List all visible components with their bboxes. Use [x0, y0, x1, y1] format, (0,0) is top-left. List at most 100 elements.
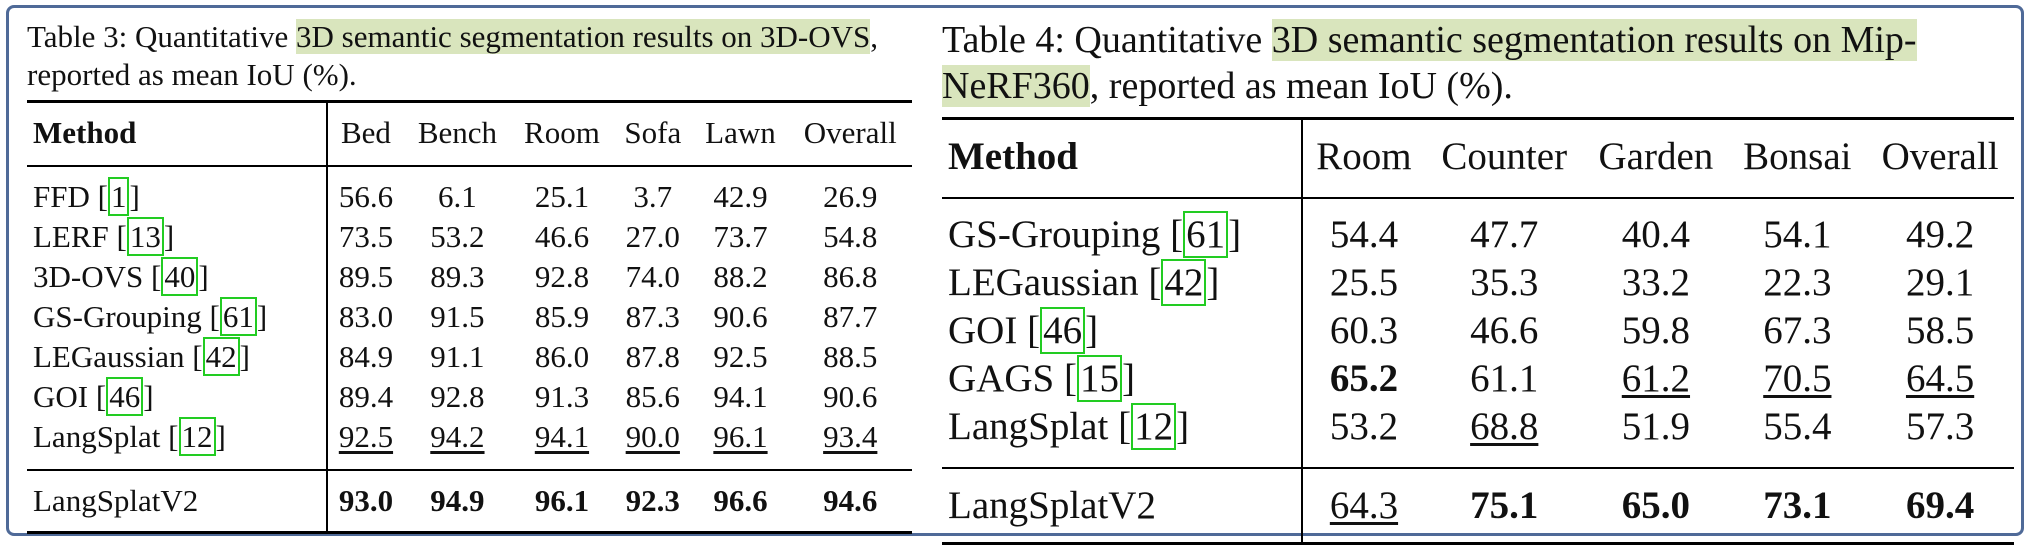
value-cell: 55.4	[1763, 405, 1832, 449]
value-cell: 26.9	[823, 178, 878, 214]
value-cell: 87.3	[625, 298, 680, 334]
value-cell-best: 93.0	[326, 468, 405, 533]
value-cell: 73.5	[338, 218, 394, 254]
figure-frame: Table 3: Quantitative 3D semantic segmen…	[6, 5, 2024, 545]
value-cell-second-best: 92.5	[338, 418, 394, 454]
value-cell: 92.8	[430, 378, 485, 414]
value-cell: 89.3	[430, 258, 485, 294]
citation-link[interactable]: 46	[106, 376, 144, 416]
value-cell: 56.6	[338, 178, 394, 214]
method-name: LangSplatV2	[942, 467, 1303, 544]
citation-link[interactable]: 61	[219, 296, 257, 336]
method-cell: LEGaussian [42]	[942, 259, 1303, 308]
value-cell: 29.1	[1905, 261, 1975, 305]
value-cell: 91.3	[534, 378, 590, 414]
table3: Method Bed Bench Room Sofa Lawn Overall …	[27, 99, 912, 534]
method-name: LEGaussian	[948, 261, 1149, 305]
table4-caption-prefix: Table 4: Quantitative	[942, 19, 1272, 61]
method-cell: LangSplat [12]	[27, 416, 328, 470]
citation-link[interactable]: 46	[1040, 307, 1086, 355]
value-cell: 87.7	[823, 298, 878, 334]
value-cell-best: 94.6	[788, 468, 912, 533]
method-name: 3D-OVS	[33, 258, 151, 294]
table3-header-cell: Lawn	[692, 101, 789, 167]
value-cell: 88.2	[713, 258, 768, 294]
method-cell: GOI [46]	[27, 376, 328, 417]
value-cell: 33.2	[1621, 261, 1691, 305]
citation-link[interactable]: 13	[126, 216, 164, 256]
citation-link[interactable]: 1	[107, 176, 130, 216]
value-cell-second-best: 96.1	[713, 418, 768, 454]
value-cell: 59.8	[1621, 309, 1691, 353]
value-cell: 35.3	[1470, 261, 1539, 305]
method-cell: LEGaussian [42]	[27, 336, 328, 377]
value-cell: 91.1	[430, 338, 485, 374]
table4-header-cell: Counter	[1425, 118, 1584, 200]
value-cell-best: 96.6	[692, 468, 789, 533]
table3-header-row: Method Bed Bench Room Sofa Lawn Overall	[27, 101, 912, 167]
value-cell-best: 75.1	[1425, 467, 1584, 544]
value-cell: 83.0	[338, 298, 394, 334]
method-name: LERF	[33, 218, 117, 254]
table3-header-cell: Sofa	[613, 101, 693, 167]
value-cell: 57.3	[1905, 405, 1975, 449]
value-cell: 61.1	[1470, 357, 1539, 401]
table-row: LEGaussian [42] 84.9 91.1 86.0 87.8 92.5…	[27, 336, 912, 377]
value-cell-best: 96.1	[510, 468, 614, 533]
value-cell: 58.5	[1905, 309, 1975, 353]
method-name: GAGS	[948, 357, 1064, 401]
value-cell: 67.3	[1763, 309, 1832, 353]
citation-link[interactable]: 40	[161, 256, 199, 296]
method-name: GS-Grouping	[33, 298, 210, 334]
citation-link[interactable]: 42	[1161, 259, 1207, 307]
citation-link[interactable]: 12	[178, 416, 216, 456]
value-cell: 94.1	[713, 378, 768, 414]
value-cell: 22.3	[1763, 261, 1832, 305]
value-cell-second-best: 68.8	[1470, 405, 1539, 449]
value-cell-best: 65.2	[1329, 357, 1399, 401]
table-row-ours: LangSplatV2 64.3 75.1 65.0 73.1 69.4	[942, 467, 2014, 544]
value-cell-second-best: 64.3	[1301, 467, 1426, 544]
value-cell-second-best: 90.0	[625, 418, 680, 454]
method-cell: LERF [13]	[27, 216, 328, 257]
value-cell: 42.9	[713, 178, 768, 214]
value-cell: 53.2	[1329, 405, 1399, 449]
value-cell: 27.0	[625, 218, 680, 254]
value-cell: 73.7	[713, 218, 768, 254]
citation-link[interactable]: 15	[1076, 355, 1122, 403]
table-row: LangSplat [12] 92.5 94.2 94.1 90.0 96.1 …	[27, 416, 912, 470]
value-cell: 54.1	[1763, 213, 1832, 257]
value-cell: 85.6	[625, 378, 680, 414]
method-name: GS-Grouping	[948, 213, 1171, 257]
table-row: GAGS [15] 65.2 61.1 61.2 70.5 64.5	[942, 355, 2014, 404]
value-cell: 46.6	[1470, 309, 1539, 353]
method-name: LEGaussian	[33, 338, 193, 374]
value-cell: 47.7	[1470, 213, 1539, 257]
value-cell: 54.8	[823, 218, 878, 254]
method-name: FFD	[33, 178, 98, 214]
value-cell: 3.7	[633, 178, 673, 214]
method-cell: GS-Grouping [61]	[27, 296, 328, 337]
citation-link[interactable]: 42	[202, 336, 240, 376]
value-cell-best: 69.4	[1866, 467, 2014, 544]
table-row: GS-Grouping [61] 54.4 47.7 40.4 54.1 49.…	[942, 198, 2014, 260]
value-cell: 25.1	[534, 178, 590, 214]
value-cell: 74.0	[625, 258, 680, 294]
citation-link[interactable]: 61	[1183, 211, 1229, 259]
value-cell: 86.0	[534, 338, 590, 374]
table3-caption-suffix: , reported as mean IoU (%).	[27, 19, 879, 92]
table4-header-method: Method	[942, 118, 1303, 200]
value-cell: 84.9	[338, 338, 394, 374]
citation-link[interactable]: 12	[1131, 403, 1177, 451]
value-cell-second-best: 94.2	[430, 418, 485, 454]
table-row: LERF [13] 73.5 53.2 46.6 27.0 73.7 54.8	[27, 216, 912, 257]
value-cell-best: 92.3	[613, 468, 693, 533]
table3-header-method: Method	[27, 101, 328, 167]
value-cell: 25.5	[1329, 261, 1399, 305]
table4-header-cell: Bonsai	[1728, 118, 1867, 200]
value-cell: 92.5	[713, 338, 768, 374]
value-cell-second-best: 94.1	[534, 418, 590, 454]
table-row: LangSplat [12] 53.2 68.8 51.9 55.4 57.3	[942, 403, 2014, 469]
table-row: FFD [1] 56.6 6.1 25.1 3.7 42.9 26.9	[27, 165, 912, 217]
value-cell: 89.4	[338, 378, 394, 414]
